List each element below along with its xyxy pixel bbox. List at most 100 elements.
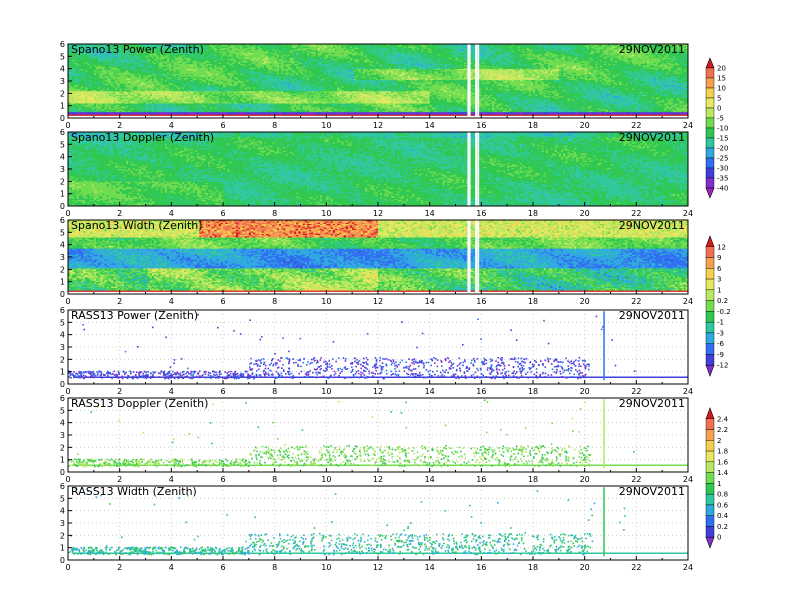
heat-cell — [78, 92, 82, 94]
heat-cell — [106, 66, 110, 68]
heat-cell — [78, 101, 82, 104]
heat-cell — [76, 72, 80, 74]
heat-cell — [95, 62, 99, 65]
heat-cell — [100, 82, 103, 84]
heat-cell — [68, 109, 71, 111]
heat-cell — [83, 47, 86, 50]
heat-cell — [76, 47, 80, 50]
heat-cell — [83, 113, 86, 115]
heat-cell — [80, 48, 84, 51]
heat-cell — [91, 104, 95, 106]
heat-cell — [74, 79, 77, 82]
heat-cell — [93, 66, 97, 68]
heat-cell — [102, 51, 105, 53]
heat-cell — [76, 82, 80, 84]
heat-cell — [104, 50, 108, 52]
heat-cell — [68, 57, 71, 60]
heat-cell — [100, 111, 103, 114]
heat-cell — [80, 52, 84, 55]
heat-cell — [98, 73, 101, 76]
heat-cell — [80, 67, 84, 69]
heat-cell — [68, 76, 71, 78]
heat-cell — [72, 73, 75, 76]
heat-cell — [89, 98, 92, 100]
heat-cell — [83, 44, 86, 46]
heat-cell — [78, 47, 82, 50]
heat-cell — [78, 106, 82, 109]
heat-cell — [83, 84, 86, 87]
heat-cell — [68, 51, 71, 53]
heat-cell — [76, 110, 80, 113]
heat-cell — [106, 68, 110, 71]
heat-cell — [95, 104, 99, 106]
heat-cell — [72, 97, 75, 99]
heat-cell — [85, 85, 88, 88]
heat-cell — [83, 52, 86, 55]
heat-cell — [85, 90, 88, 93]
heat-cell — [102, 113, 105, 115]
heat-cell — [89, 51, 92, 53]
heat-cell — [95, 90, 99, 93]
heat-cell — [102, 98, 105, 100]
heat-cell — [76, 74, 80, 77]
heat-cell — [100, 98, 103, 100]
heat-cell — [78, 114, 82, 116]
heat-cell — [98, 60, 101, 62]
heat-cell — [95, 45, 99, 47]
heat-cell — [87, 72, 90, 74]
heat-cell — [89, 74, 92, 77]
heat-cell — [102, 103, 105, 105]
heat-cell — [104, 85, 108, 88]
heat-cell — [76, 84, 80, 87]
heat-cell — [93, 44, 97, 46]
heat-cell — [80, 108, 84, 110]
heat-cell — [89, 88, 92, 90]
heat-cell — [89, 101, 92, 104]
heat-cell — [102, 56, 105, 58]
heat-cell — [95, 100, 99, 103]
heat-cell — [98, 64, 101, 67]
heat-cell — [104, 53, 108, 56]
heat-cell — [68, 83, 71, 85]
heat-cell — [106, 74, 110, 77]
heat-cell — [80, 51, 84, 53]
heat-cell — [91, 55, 95, 57]
heat-cell — [72, 93, 75, 95]
heat-cell — [106, 62, 110, 65]
heat-cell — [98, 47, 101, 50]
heat-cell — [93, 110, 97, 113]
heat-cell — [80, 89, 84, 92]
heat-cell — [76, 100, 80, 103]
heat-cell — [70, 88, 73, 90]
heat-cell — [102, 66, 105, 68]
heat-cell — [78, 52, 82, 55]
heat-cell — [78, 98, 82, 100]
heat-cell — [70, 74, 73, 77]
heat-cell — [93, 114, 97, 116]
heat-cell — [80, 97, 84, 99]
heat-cell — [68, 77, 71, 79]
heat-cell — [80, 103, 84, 105]
heat-cell — [85, 57, 88, 60]
heat-cell — [85, 84, 88, 87]
heat-cell — [106, 45, 110, 47]
heat-cell — [83, 56, 86, 58]
heat-cell — [72, 77, 75, 79]
heat-cell — [70, 45, 73, 47]
heat-cell — [100, 66, 103, 68]
heat-cell — [95, 94, 99, 97]
heat-cell — [89, 97, 92, 99]
heat-cell — [98, 61, 101, 63]
heat-cell — [76, 66, 80, 68]
heat-cell — [70, 99, 73, 102]
heat-cell — [93, 98, 97, 100]
heat-cell — [74, 113, 77, 115]
heat-cell — [78, 72, 82, 74]
heat-cell — [72, 92, 75, 94]
heat-cell — [78, 63, 82, 66]
heat-cell — [95, 79, 99, 82]
heat-cell — [93, 74, 97, 77]
heat-cell — [70, 57, 73, 60]
heat-cell — [106, 114, 110, 116]
heat-cell — [74, 109, 77, 111]
